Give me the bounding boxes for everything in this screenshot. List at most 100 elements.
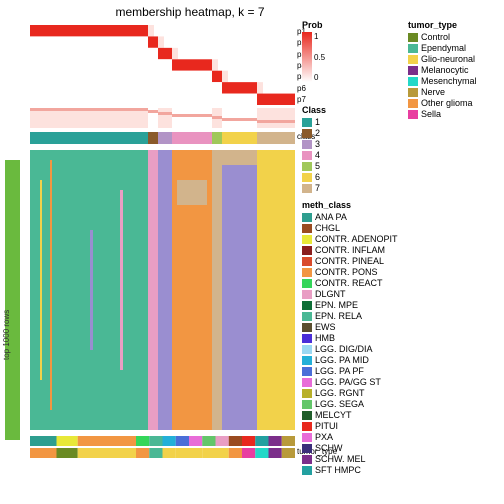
meth-class-legend-label: DLGNT [315,289,346,300]
meth-class-legend-label: EPN. RELA [315,311,362,322]
meth-class-legend-label: CONTR. INFLAM [315,245,385,256]
class-legend-label: 3 [315,139,320,150]
class-legend-item: 4 [302,150,326,161]
tumor-type-legend-label: Mesenchymal [421,76,477,87]
swatch-icon [408,88,418,97]
prob-legend-title: Prob [302,20,325,30]
class-legend-item: 3 [302,139,326,150]
swatch-icon [302,151,312,160]
swatch-icon [302,162,312,171]
swatch-icon [302,345,312,354]
meth-class-legend-item: SCHW [302,443,398,454]
meth-class-legend-item: LGG. SEGA [302,399,398,410]
rows-axis-label: top 1000 rows [2,310,11,360]
meth-class-legend-item: DLGNT [302,289,398,300]
swatch-icon [408,99,418,108]
tumor-type-legend-label: Other glioma [421,98,473,109]
swatch-icon [302,118,312,127]
class-legend-label: 6 [315,172,320,183]
swatch-icon [302,224,312,233]
swatch-icon [302,235,312,244]
swatch-icon [408,66,418,75]
tumor-type-legend-item: Glio-neuronal [408,54,477,65]
swatch-icon [302,389,312,398]
swatch-icon [408,55,418,64]
meth-class-legend-label: LGG. PA PF [315,366,364,377]
swatch-icon [302,213,312,222]
meth-class-legend-item: LGG. DIG/DIA [302,344,398,355]
swatch-icon [302,367,312,376]
meth-class-legend-label: SCHW [315,443,343,454]
class-legend-item: 6 [302,172,326,183]
meth-class-legend-label: HMB [315,333,335,344]
prob-row-label: p7 [297,95,306,104]
prob-tick: 1 [314,32,325,41]
meth-class-legend-item: LGG. PA MID [302,355,398,366]
swatch-icon [302,268,312,277]
tumor-type-legend-label: Control [421,32,450,43]
tumor-type-legend-item: Melanocytic [408,65,477,76]
meth-class-legend-label: SFT HMPC [315,465,361,476]
swatch-icon [302,411,312,420]
meth-class-legend-label: EPN. MPE [315,300,358,311]
prob-legend: Prob 1 0.5 0 [302,20,325,84]
swatch-icon [302,279,312,288]
meth-class-legend-item: EPN. RELA [302,311,398,322]
meth-class-legend-label: LGG. RGNT [315,388,365,399]
prob-gradient [302,32,312,82]
meth-class-legend-label: CONTR. PONS [315,267,378,278]
meth-class-legend-item: CONTR. ADENOPIT [302,234,398,245]
class-legend-label: 4 [315,150,320,161]
tumor-type-legend-item: Sella [408,109,477,120]
meth-class-legend-item: CHGL [302,223,398,234]
class-legend-item: 7 [302,183,326,194]
swatch-icon [408,77,418,86]
meth-class-legend-label: CONTR. PINEAL [315,256,384,267]
tumor-type-legend-label: Glio-neuronal [421,54,475,65]
meth-class-legend-label: LGG. PA/GG ST [315,377,381,388]
sampling-bar [5,160,20,440]
meth-class-legend-label: LGG. SEGA [315,399,364,410]
swatch-icon [302,378,312,387]
meth-class-legend-label: ANA PA [315,212,347,223]
swatch-icon [302,301,312,310]
meth-class-legend-item: CONTR. REACT [302,278,398,289]
meth-class-legend-item: EPN. MPE [302,300,398,311]
tumor-type-legend-label: Sella [421,109,441,120]
swatch-icon [302,246,312,255]
meth-class-legend-item: CONTR. INFLAM [302,245,398,256]
class-legend-item: 5 [302,161,326,172]
meth-class-legend-item: LGG. RGNT [302,388,398,399]
tumor-type-legend-label: Melanocytic [421,65,469,76]
meth-class-legend-label: CHGL [315,223,340,234]
tumor-type-legend-item: Other glioma [408,98,477,109]
swatch-icon [302,129,312,138]
tumor-type-legend-label: Ependymal [421,43,466,54]
meth-class-legend-label: LGG. PA MID [315,355,369,366]
tumor-type-legend-label: Nerve [421,87,445,98]
swatch-icon [302,290,312,299]
heatmap-svg [30,25,295,465]
prob-tick: 0 [314,73,325,82]
swatch-icon [302,455,312,464]
swatch-icon [408,44,418,53]
figure-root: membership heatmap, k = 7 50 x 1 random … [0,0,504,504]
prob-tick: 0.5 [314,53,325,62]
meth-class-legend-label: LGG. DIG/DIA [315,344,373,355]
swatch-icon [302,323,312,332]
class-legend-item: 2 [302,128,326,139]
class-legend-label: 7 [315,183,320,194]
class-legend-label: 2 [315,128,320,139]
meth-class-legend-item: MELCYT [302,410,398,421]
class-legend-item: 1 [302,117,326,128]
meth-class-legend-label: EWS [315,322,336,333]
chart-title: membership heatmap, k = 7 [80,5,300,19]
swatch-icon [302,422,312,431]
meth-class-legend-label: CONTR. ADENOPIT [315,234,398,245]
meth-class-legend-item: SCHW. MEL [302,454,398,465]
meth-class-legend-item: EWS [302,322,398,333]
swatch-icon [302,312,312,321]
prob-row-label: p6 [297,84,306,93]
meth-class-legend-label: CONTR. REACT [315,278,383,289]
swatch-icon [408,33,418,42]
